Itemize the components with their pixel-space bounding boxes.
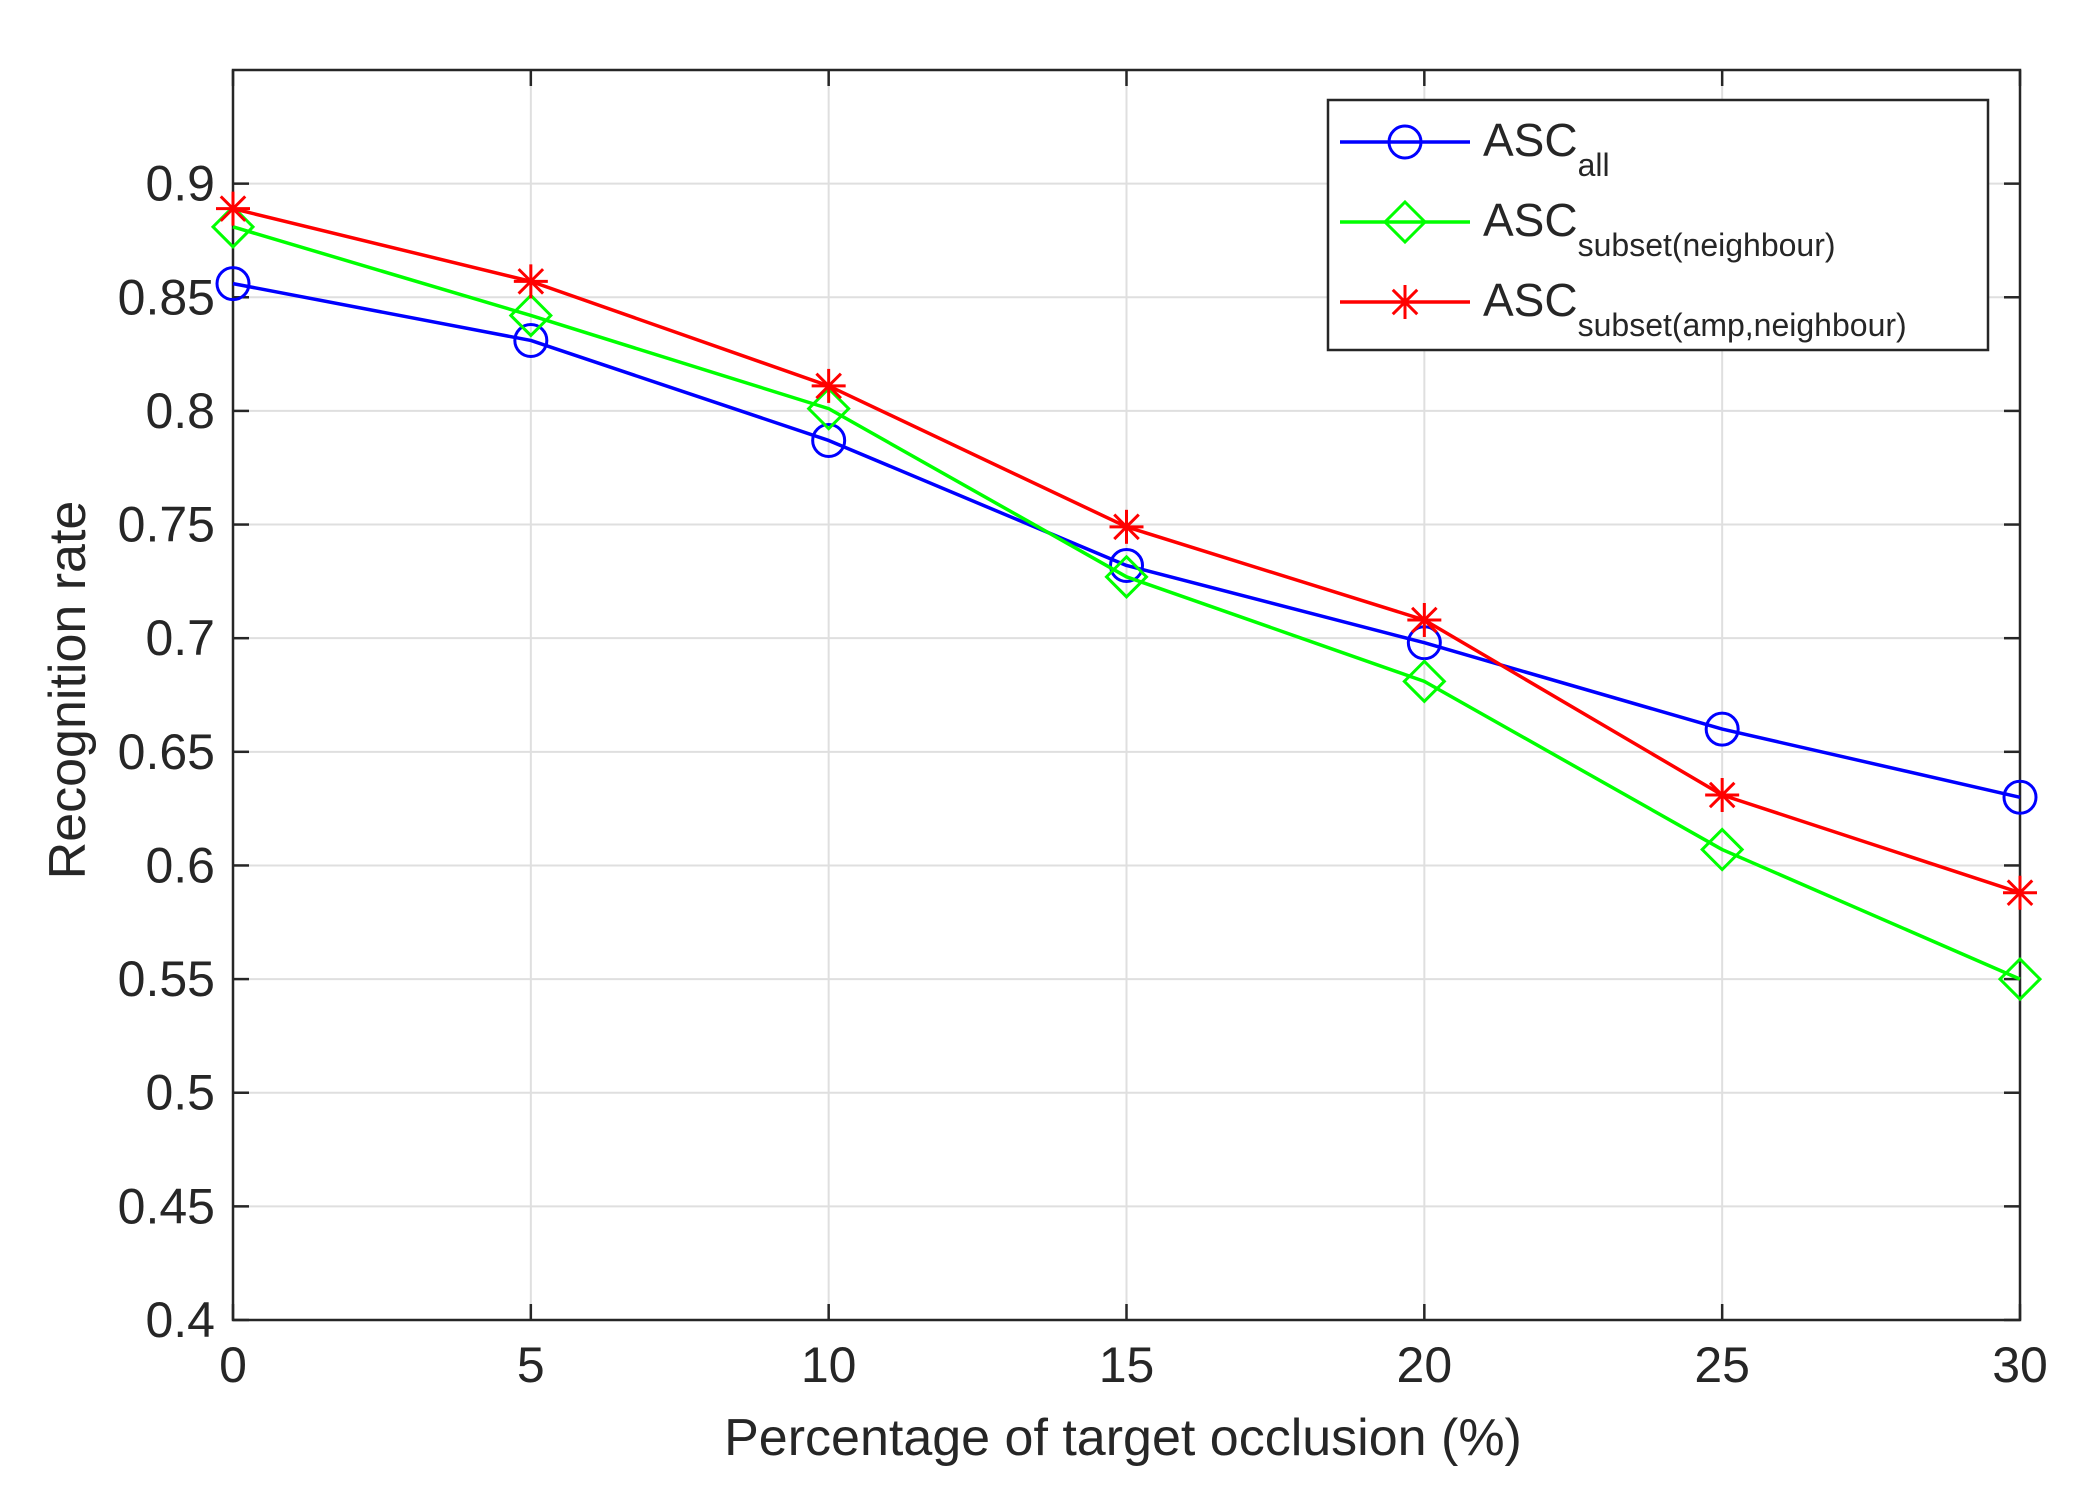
x-tick-label: 30: [1992, 1337, 2048, 1393]
x-tick-label: 15: [1099, 1337, 1155, 1393]
series-0-point-2: [811, 422, 847, 458]
series-2-point-2: [811, 368, 846, 403]
circle-marker-shape: [513, 322, 549, 358]
star-marker-stroke: [815, 372, 842, 400]
star-marker-stroke: [1411, 606, 1438, 634]
y-tick-label: 0.7: [145, 610, 215, 666]
series-2-point-4: [1407, 603, 1442, 637]
diamond-marker-shape: [1402, 659, 1447, 704]
series-2-point-3: [1109, 509, 1144, 544]
series-1-point-6: [1997, 956, 2043, 1002]
diamond-marker-shape: [1382, 199, 1428, 245]
series-1: [210, 204, 2043, 1002]
series-1-point-0: [210, 204, 256, 249]
circle-marker-shape: [1704, 711, 1740, 747]
circle-marker-shape: [811, 422, 847, 458]
legend-label-main: ASC: [1483, 194, 1578, 246]
series-0-point-5: [1704, 711, 1740, 747]
x-tick-label: 25: [1694, 1337, 1750, 1393]
series-0-point-0: [215, 266, 251, 302]
series-line-1: [232, 225, 2021, 981]
legend: ASCallASCsubset(neighbour)ASCsubset(amp,…: [1326, 98, 1990, 352]
legend-label-0: ASCall: [1483, 114, 1610, 183]
series-1-point-4: [1402, 659, 1447, 704]
series-1-point-1: [508, 293, 553, 338]
series-2-point-0: [216, 191, 250, 226]
legend-marker-1: [1382, 199, 1428, 245]
legend-label-2: ASCsubset(amp,neighbour): [1483, 274, 1907, 343]
legend-label-subscript: all: [1578, 147, 1610, 183]
legend-item-1: ASCsubset(neighbour): [1340, 194, 1836, 263]
y-tick-label: 0.5: [145, 1065, 215, 1121]
axis-ticks: 0 5 10 15 20 25 30 0.4 0.45 0.5 0.55 0.6 0.65 0.7 0.75…: [118, 70, 2048, 1393]
series-2-point-6: [2003, 875, 2037, 910]
series-0-point-6: [2002, 779, 2038, 815]
circle-marker-shape: [215, 266, 251, 302]
legend-item-0: ASCall: [1340, 114, 1610, 183]
series-1-point-5: [1700, 827, 1745, 872]
y-tick-label: 0.65: [118, 724, 215, 780]
series-2-point-5: [1705, 778, 1740, 812]
series-1-point-2: [806, 386, 851, 431]
series-0-point-3: [1109, 547, 1144, 583]
diamond-marker-shape: [1997, 956, 2043, 1002]
data-series: [210, 191, 2043, 1002]
y-tick-label: 0.45: [118, 1178, 215, 1234]
y-tick-label: 0.55: [118, 951, 215, 1007]
y-tick-label: 0.85: [118, 269, 215, 325]
star-marker-stroke: [1391, 288, 1419, 316]
series-0-point-1: [513, 322, 549, 358]
series-1-point-3: [1104, 554, 1149, 599]
series-2-point-1: [513, 264, 548, 299]
diamond-marker-shape: [806, 386, 851, 431]
legend-label-1: ASCsubset(neighbour): [1483, 194, 1836, 263]
star-marker-stroke: [1708, 781, 1736, 809]
x-tick-label: 0: [219, 1337, 247, 1393]
x-tick-label: 10: [801, 1337, 857, 1393]
diamond-marker-shape: [1104, 554, 1149, 599]
y-tick-label: 0.75: [118, 497, 215, 553]
legend-item-2: ASCsubset(amp,neighbour): [1340, 274, 1907, 343]
diamond-marker-shape: [1700, 827, 1745, 872]
y-tick-label: 0.4: [145, 1292, 215, 1348]
series-2: [216, 191, 2037, 910]
diamond-marker-shape: [508, 293, 553, 338]
circle-marker-shape: [2002, 779, 2038, 815]
x-axis-label: Percentage of target occlusion (%): [724, 1409, 1522, 1467]
legend-label-subscript: subset(neighbour): [1578, 227, 1836, 263]
star-marker-stroke: [517, 268, 545, 295]
series-line-0: [232, 281, 2021, 799]
star-marker-stroke: [2006, 879, 2034, 907]
y-axis-label: Recognition rate: [39, 501, 97, 880]
x-tick-label: 5: [517, 1337, 545, 1393]
y-tick-label: 0.6: [145, 837, 215, 893]
diamond-marker-shape: [210, 204, 256, 249]
y-tick-label: 0.9: [145, 156, 215, 212]
y-tick-label: 0.8: [145, 383, 215, 439]
legend-label-subscript: subset(amp,neighbour): [1578, 307, 1907, 343]
star-marker-stroke: [219, 195, 247, 222]
circle-marker-shape: [1109, 547, 1144, 583]
legend-marker-0: [1387, 124, 1423, 160]
legend-label-main: ASC: [1483, 114, 1578, 166]
legend-marker-2: [1388, 285, 1422, 319]
legend-label-main: ASC: [1483, 274, 1578, 326]
circle-marker-shape: [1387, 124, 1423, 160]
x-tick-label: 20: [1397, 1337, 1453, 1393]
star-marker-stroke: [1113, 513, 1140, 541]
